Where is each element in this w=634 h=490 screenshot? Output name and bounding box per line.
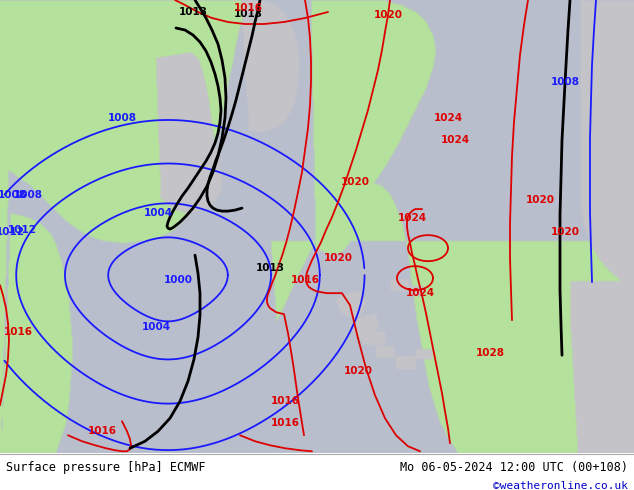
Text: 1024: 1024 [434, 113, 463, 123]
Text: 1004: 1004 [141, 322, 171, 332]
Text: 1016: 1016 [271, 418, 299, 428]
Text: 1016: 1016 [4, 327, 32, 337]
Text: 1024: 1024 [441, 135, 470, 145]
Text: Mo 06-05-2024 12:00 UTC (00+108): Mo 06-05-2024 12:00 UTC (00+108) [399, 461, 628, 474]
Text: 1020: 1020 [550, 227, 579, 237]
Text: 1000: 1000 [164, 275, 193, 285]
Text: Surface pressure [hPa] ECMWF: Surface pressure [hPa] ECMWF [6, 461, 206, 474]
Text: ©weatheronline.co.uk: ©weatheronline.co.uk [493, 481, 628, 490]
Text: 1020: 1020 [340, 177, 370, 187]
Text: 1020: 1020 [373, 10, 403, 20]
Text: 1008: 1008 [13, 190, 42, 200]
Text: 1004: 1004 [143, 208, 172, 218]
Text: 1013: 1013 [256, 263, 285, 273]
Text: 1012: 1012 [8, 225, 37, 235]
Text: 1008: 1008 [550, 77, 579, 87]
Text: 1020: 1020 [344, 366, 373, 376]
Text: 1028: 1028 [476, 348, 505, 358]
Text: 1012: 1012 [0, 227, 25, 237]
Text: 1024: 1024 [405, 288, 434, 298]
Text: 1013: 1013 [233, 9, 262, 19]
Text: 1020: 1020 [526, 195, 555, 205]
Text: 1016: 1016 [271, 396, 299, 406]
Text: 1016: 1016 [87, 426, 117, 436]
Text: 1008: 1008 [108, 113, 136, 123]
Text: 1020: 1020 [323, 253, 353, 263]
Text: 1008: 1008 [0, 190, 27, 200]
Text: 1013: 1013 [179, 7, 207, 17]
Text: 1016: 1016 [233, 3, 262, 13]
Text: 1024: 1024 [398, 213, 427, 223]
Text: 1016: 1016 [290, 275, 320, 285]
